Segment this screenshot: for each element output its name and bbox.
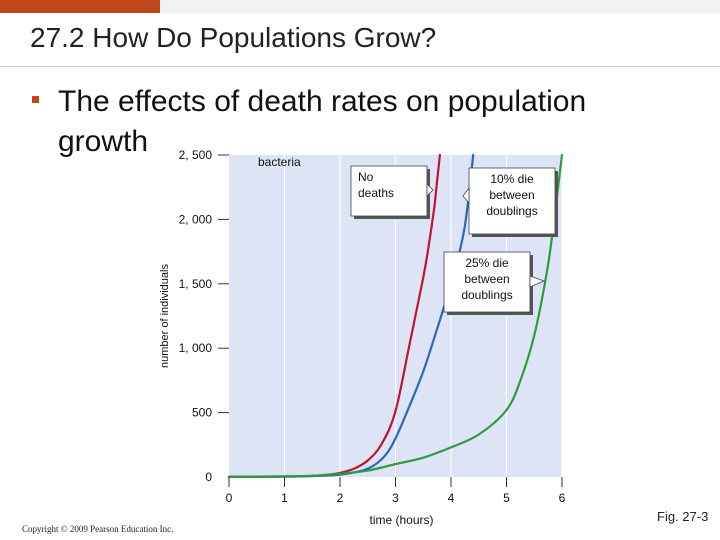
callout-box-0 (350, 165, 428, 217)
header-brand-stripe (0, 0, 160, 13)
y-axis-title: number of individuals (159, 264, 171, 368)
y-tick-label-1000: 1, 000 (179, 341, 213, 355)
series-label-2-line-2: doublings (461, 288, 512, 302)
series-label-1-line-0: 10% die (490, 172, 534, 186)
slide-title: 27.2 How Do Populations Grow? (30, 22, 437, 53)
x-tick-label-3: 3 (392, 491, 399, 505)
x-tick-label-5: 5 (503, 491, 510, 505)
x-tick-label-1: 1 (281, 491, 288, 505)
y-tick-label-1500: 1, 500 (179, 277, 213, 291)
series-label-2-line-0: 25% die (465, 256, 509, 270)
x-tick-label-2: 2 (337, 491, 344, 505)
y-tick-label-2000: 2, 000 (179, 212, 213, 226)
y-tick-label-0: 0 (205, 470, 212, 484)
x-tick-label-0: 0 (226, 491, 233, 505)
chart-title: bacteria (258, 155, 301, 169)
series-label-1-line-1: between (489, 188, 534, 202)
series-label-0-line-1: deaths (358, 186, 394, 200)
axis-layer: 0 500 1, 000 1, 500 2, 000 2, 500 0 1 2 3 4 5 6 time … (159, 148, 566, 527)
series-label-0-line-0: No (358, 170, 374, 184)
x-axis-title: time (hours) (369, 513, 433, 527)
series-label-2-line-1: between (464, 272, 509, 286)
y-tick-label-500: 500 (192, 406, 212, 420)
title-divider (0, 66, 720, 67)
figure-label: Fig. 27-3 (657, 509, 709, 524)
callout-pointer-1 (462, 186, 470, 205)
bullet-text: The effects of death rates on population… (58, 85, 587, 158)
header-accent-bar (0, 0, 720, 13)
callout-box-1 (468, 167, 556, 235)
copyright-notice: Copyright © 2009 Pearson Education Inc. (22, 524, 174, 534)
series-layer (227, 153, 564, 478)
callout-layer: No deaths 10% die between doublings 25% die be… (350, 165, 558, 315)
callout-pointer-2 (529, 275, 546, 288)
x-tick-label-4: 4 (448, 491, 455, 505)
y-tick-label-2500: 2, 500 (179, 148, 213, 162)
callout-pointer-0 (426, 183, 434, 197)
series-line-2 (227, 153, 564, 478)
bullet-square-icon (32, 96, 39, 103)
series-label-1-line-2: doublings (486, 204, 537, 218)
x-tick-label-6: 6 (559, 491, 566, 505)
callout-box-2 (443, 251, 531, 313)
